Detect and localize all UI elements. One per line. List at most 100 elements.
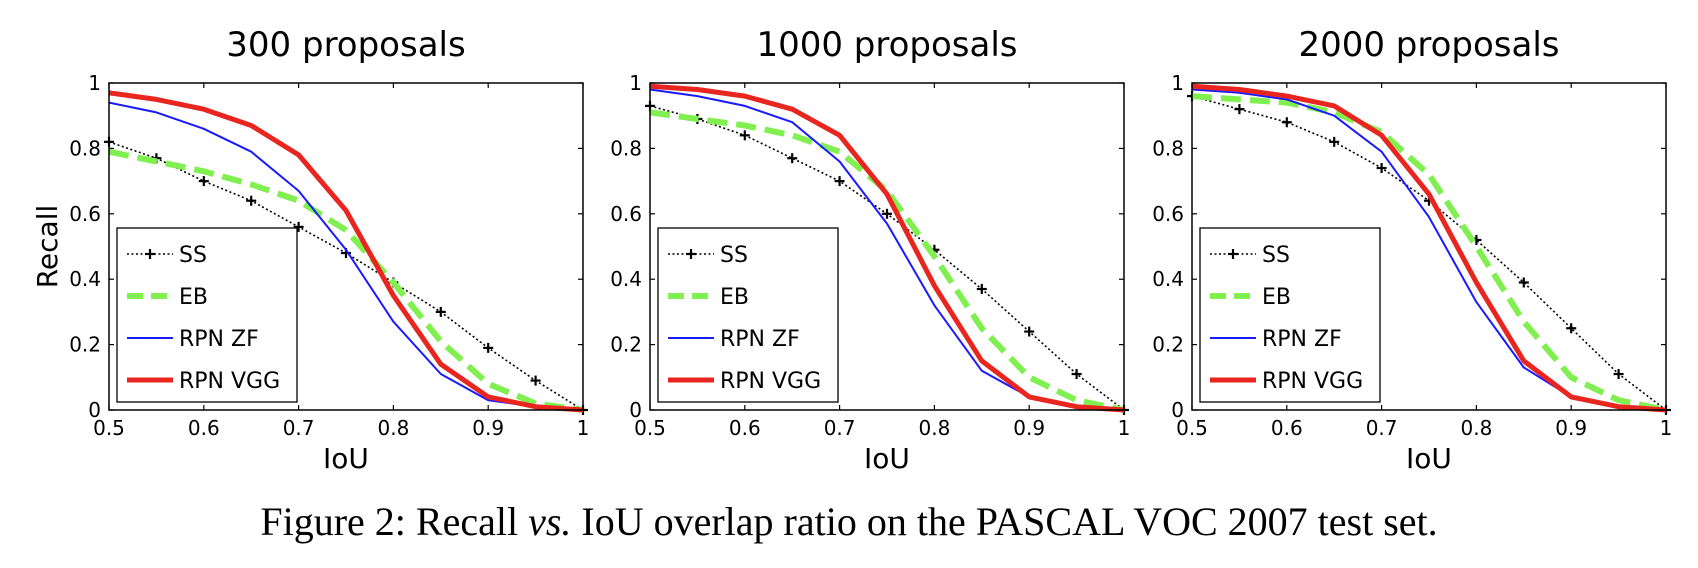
series-marker-ss <box>787 153 798 164</box>
x-tick-label: 0.9 <box>1013 416 1045 440</box>
y-tick-label: 0.6 <box>610 202 642 226</box>
series-marker-ss <box>198 176 209 187</box>
axes-frame <box>1191 82 1667 411</box>
chart-panel-1: 300 proposals 0.5 0.6 0.7 0.8 0.9 1 0 0.2 0.4 0.6 0… <box>31 25 589 475</box>
y-tick-label: 0.4 <box>1152 267 1184 291</box>
legend: SS EB RPN ZF RPN VGG <box>1199 227 1381 403</box>
series-marker-ss <box>1329 136 1340 147</box>
series-line-eb <box>649 109 1125 413</box>
y-tick-label: 0.4 <box>610 267 642 291</box>
y-tick-label: 0.4 <box>69 267 101 291</box>
caption-italic: vs. <box>528 499 572 544</box>
axes-frame <box>649 82 1125 411</box>
legend-label-ss: SS <box>720 243 748 268</box>
chart-panel-2: 1000 proposals 0.5 0.6 0.7 0.8 0.9 1 0 0.2 0.4 0.6… <box>610 25 1130 475</box>
series-marker-ss <box>1613 369 1624 380</box>
y-tick-label: 0.8 <box>69 136 101 160</box>
caption-prefix: Figure 2: Recall <box>260 499 519 544</box>
legend-label-eb: EB <box>1262 285 1291 310</box>
plot-area <box>645 83 1129 415</box>
chart-panel-3: 2000 proposals 0.5 0.6 0.7 0.8 0.9 1 0 0.2 0.4 0.6… <box>1152 25 1672 475</box>
legend-marker-ss <box>1228 249 1238 259</box>
series-marker-ss <box>739 130 750 141</box>
series-marker-ss <box>530 375 541 386</box>
figure-caption: Figure 2: Recall vs. IoU overlap ratio o… <box>0 498 1698 545</box>
legend-box <box>657 227 839 403</box>
x-tick-label: 0.6 <box>729 416 761 440</box>
y-tick-label: 0 <box>88 398 101 422</box>
x-axis-label: IoU <box>1406 442 1452 475</box>
series-marker-ss <box>1071 369 1082 380</box>
x-tick-label: 0.7 <box>283 416 315 440</box>
y-tick-label: 0.8 <box>610 136 642 160</box>
x-tick-label: 0.6 <box>188 416 220 440</box>
series-marker-ss <box>976 284 987 295</box>
y-tick-label: 0.2 <box>1152 333 1184 357</box>
legend-label-rpn-zf: RPN ZF <box>1262 327 1342 352</box>
legend-marker-ss <box>145 249 155 259</box>
series-line-eb <box>1191 93 1667 413</box>
series-line-eb <box>108 148 584 413</box>
legend-label-ss: SS <box>179 243 207 268</box>
chart-title: 1000 proposals <box>756 25 1017 65</box>
series-marker-ss <box>882 208 892 219</box>
series-marker-ss <box>1024 326 1035 337</box>
x-tick-label: 0.5 <box>1176 416 1208 440</box>
series-marker-ss <box>1376 163 1387 174</box>
y-axis-label: Recall <box>31 205 64 289</box>
y-tick-label: 0.6 <box>69 202 101 226</box>
series-marker-ss <box>483 342 494 353</box>
series-marker-ss <box>435 306 446 317</box>
x-tick-label: 0.8 <box>918 416 950 440</box>
axes-frame <box>108 82 584 411</box>
legend-label-ss: SS <box>1262 243 1290 268</box>
legend-box <box>116 227 298 403</box>
x-tick-label: 0.7 <box>1366 416 1398 440</box>
x-tick-label: 0.9 <box>1555 416 1587 440</box>
y-tick-label: 0.2 <box>610 333 642 357</box>
y-tick-label: 0.6 <box>1152 202 1184 226</box>
plot-area <box>104 90 588 415</box>
y-tick-label: 0 <box>629 398 642 422</box>
legend: SS EB RPN ZF RPN VGG <box>657 227 839 403</box>
x-tick-label: 0.9 <box>472 416 504 440</box>
plot-area <box>1187 83 1671 415</box>
y-tick-label: 0.8 <box>1152 136 1184 160</box>
x-tick-label: 0.5 <box>634 416 666 440</box>
x-tick-label: 0.6 <box>1271 416 1303 440</box>
series-marker-ss <box>1566 323 1577 334</box>
x-tick-label: 0.8 <box>377 416 409 440</box>
y-tick-label: 1 <box>629 71 642 95</box>
legend-label-rpn-vgg: RPN VGG <box>1262 369 1363 394</box>
legend-label-rpn-zf: RPN ZF <box>179 327 259 352</box>
x-tick-label: 0.5 <box>93 416 125 440</box>
chart-title: 300 proposals <box>226 25 465 65</box>
y-tick-label: 0.2 <box>69 333 101 357</box>
legend: SS EB RPN ZF RPN VGG <box>116 227 298 403</box>
series-marker-ss <box>246 195 257 206</box>
x-axis-label: IoU <box>323 442 369 475</box>
series-marker-ss <box>1518 277 1529 288</box>
x-tick-label: 1 <box>1118 416 1131 440</box>
y-tick-label: 1 <box>1171 71 1184 95</box>
series-line-rpn-vgg <box>649 83 1125 413</box>
legend-label-rpn-vgg: RPN VGG <box>179 369 280 394</box>
series-line-rpn-vgg <box>1191 83 1667 413</box>
series-marker-ss <box>1281 117 1292 128</box>
x-tick-label: 0.8 <box>1460 416 1492 440</box>
x-axis-label: IoU <box>864 442 910 475</box>
series-marker-ss <box>293 221 304 232</box>
legend-marker-ss <box>686 249 696 259</box>
x-tick-label: 1 <box>1660 416 1673 440</box>
x-tick-label: 1 <box>577 416 590 440</box>
legend-label-eb: EB <box>179 285 208 310</box>
series-line-rpn-vgg <box>108 90 584 413</box>
legend-label-rpn-vgg: RPN VGG <box>720 369 821 394</box>
legend-box <box>1199 227 1381 403</box>
legend-label-eb: EB <box>720 285 749 310</box>
y-tick-label: 1 <box>88 71 101 95</box>
series-marker-ss <box>834 176 845 187</box>
y-tick-label: 0 <box>1171 398 1184 422</box>
legend-label-rpn-zf: RPN ZF <box>720 327 800 352</box>
